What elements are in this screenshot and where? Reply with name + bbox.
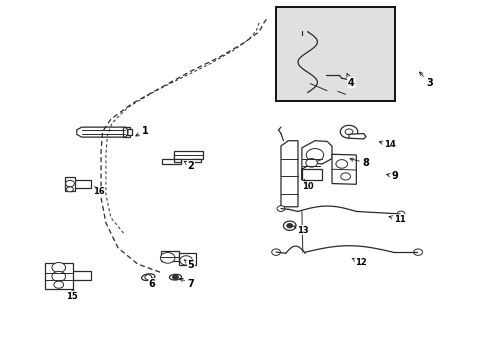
Text: 14: 14 [379,140,395,149]
Ellipse shape [169,274,181,280]
Text: 7: 7 [180,278,194,289]
Polygon shape [73,180,91,188]
Text: 10: 10 [301,179,313,191]
Circle shape [180,256,192,265]
Bar [276,7,394,102]
Circle shape [340,173,350,180]
Circle shape [309,72,319,79]
Circle shape [144,275,151,280]
Polygon shape [307,75,322,82]
Polygon shape [179,253,196,265]
Polygon shape [174,151,203,158]
Circle shape [305,158,317,167]
Circle shape [54,281,63,288]
Polygon shape [45,263,73,289]
Circle shape [271,249,280,255]
Text: 15: 15 [66,288,78,301]
Bar [126,129,131,135]
Text: 12: 12 [351,258,366,267]
Circle shape [396,211,404,217]
Polygon shape [122,127,130,137]
Circle shape [345,77,351,82]
Circle shape [304,67,325,83]
Circle shape [66,187,73,192]
Text: 16: 16 [93,186,104,196]
Circle shape [172,275,178,279]
Polygon shape [348,134,366,139]
Circle shape [286,224,292,228]
Text: 4: 4 [346,73,354,88]
Circle shape [345,129,352,135]
Bar [64,177,75,192]
Circle shape [297,34,305,40]
Bar [174,158,181,162]
Circle shape [301,26,313,35]
Circle shape [52,262,65,273]
Polygon shape [162,153,181,164]
Polygon shape [281,141,297,207]
Circle shape [65,180,74,187]
Bar [193,158,201,162]
Text: 13: 13 [293,225,308,234]
Polygon shape [56,271,91,280]
Polygon shape [301,169,322,180]
Polygon shape [161,251,179,261]
Polygon shape [331,154,356,184]
Ellipse shape [141,274,155,280]
Circle shape [277,206,285,211]
Polygon shape [301,141,331,180]
Text: 6: 6 [148,278,155,289]
Circle shape [325,87,337,96]
Text: 5: 5 [184,260,194,270]
Text: 3: 3 [419,72,432,88]
Circle shape [160,252,175,263]
Text: 9: 9 [386,171,398,181]
Text: 2: 2 [184,161,194,171]
Text: 1: 1 [136,126,148,136]
Circle shape [413,249,422,255]
Circle shape [343,93,349,98]
Circle shape [305,149,323,161]
Circle shape [340,125,357,138]
Circle shape [283,221,295,230]
Circle shape [335,159,347,168]
Circle shape [52,271,65,282]
Text: 11: 11 [388,215,405,224]
Text: 8: 8 [349,158,369,168]
